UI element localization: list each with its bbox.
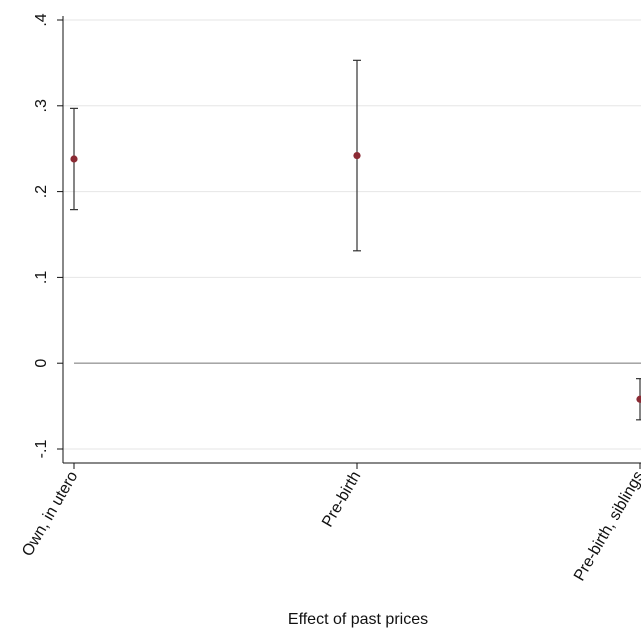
y-tick-label-2: .1 [33, 271, 50, 284]
tick-labels: -.1 0 .1 .2 .3 .4 Own, in utero Pre-birth Pre-bi… [19, 13, 641, 584]
x-category-label-1: Pre-birth [319, 469, 364, 531]
confidence-intervals [70, 59, 641, 421]
point-estimates [70, 151, 641, 403]
x-axis-title: Effect of past prices [288, 611, 428, 628]
x-category-label-0: Own, in utero [19, 468, 81, 559]
x-category-label-2: Pre-birth, siblings [571, 469, 641, 585]
y-tick-label-3: .2 [33, 185, 50, 198]
y-tick-label-5: .4 [33, 13, 50, 26]
grid-lines [63, 19, 641, 450]
point-estimate-2 [636, 395, 641, 403]
point-estimate-1 [353, 151, 361, 160]
y-tick-label-4: .3 [33, 99, 50, 112]
y-tick-label-1: 0 [33, 359, 50, 368]
axes [57, 16, 641, 469]
y-tick-label-0: -.1 [33, 440, 50, 459]
point-estimate-0 [70, 155, 78, 163]
